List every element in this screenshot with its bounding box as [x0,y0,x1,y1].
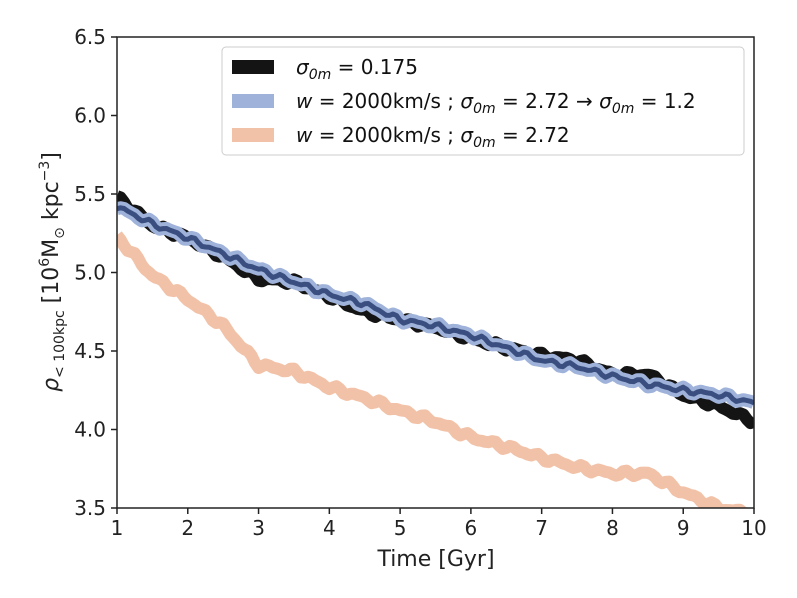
x-tick-label: 4 [323,516,336,540]
x-tick-label: 9 [677,516,690,540]
x-tick-label: 2 [181,516,194,540]
series-group [117,190,754,508]
x-tick-label: 8 [606,516,619,540]
y-tick-label: 4.5 [74,339,106,363]
svg-text:σ0m = 0.175: σ0m = 0.175 [296,55,418,83]
y-tick-label: 5.0 [74,261,106,285]
y-tick-label: 6.5 [74,25,106,49]
legend-entry-black: σ0m = 0.175 [232,55,418,83]
legend-entry-blue: w = 2000km/s ; σ0m = 2.72 → σ0m = 1.2 [232,89,696,117]
y-tick-label: 3.5 [74,496,106,520]
x-tick-label: 3 [252,516,265,540]
x-tick-label: 7 [535,516,548,540]
y-tick-label: 6.0 [74,104,106,128]
x-tick-label: 6 [465,516,478,540]
svg-text:ρ< 100kpc [106M⊙ kpc−3]: ρ< 100kpc [106M⊙ kpc−3] [37,152,68,392]
x-axis: 1 2 3 4 5 6 7 8 9 10 [111,508,767,540]
legend-entry-orange: w = 2000km/s ; σ0m = 2.72 [232,123,570,151]
y-axis-label: ρ< 100kpc [106M⊙ kpc−3] [37,152,68,392]
series-overlay-line [117,205,754,406]
legend-box [221,46,745,156]
series-layer [117,190,754,508]
svg-text:w = 2000km/s ; σ0m = 2.72: w = 2000km/s ; σ0m = 2.72 [296,123,570,151]
svg-text:w = 2000km/s ; σ0m = 2.72 → σ: w = 2000km/s ; σ0m = 2.72 → σ0m = 1.2 [296,89,696,117]
y-tick-label: 5.5 [74,182,106,206]
x-tick-label: 5 [394,516,407,540]
x-tick-label: 1 [111,516,124,540]
x-axis-label: Time [Gyr] [376,547,494,572]
legend: σ0m = 0.175 w = 2000km/s ; σ0m = 2.72 → … [221,46,745,156]
series-band-2 [117,231,748,508]
y-tick-label: 4.0 [74,418,106,442]
y-axis: 3.5 4.0 4.5 5.0 5.5 6.0 6.5 [74,25,117,520]
x-tick-label: 10 [741,516,766,540]
